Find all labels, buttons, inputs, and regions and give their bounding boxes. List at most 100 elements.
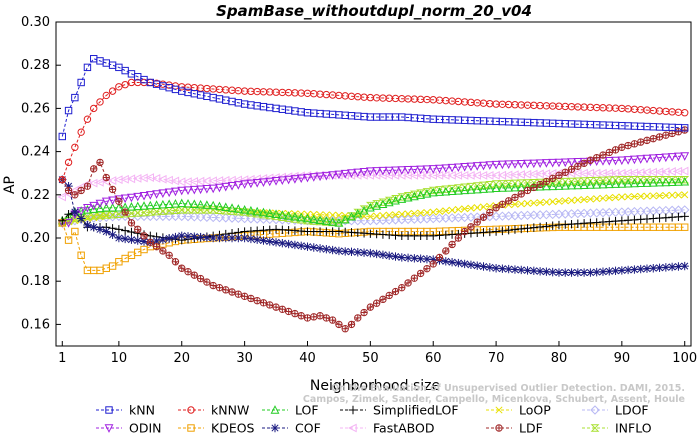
data-point	[347, 169, 356, 178]
data-point	[442, 207, 450, 215]
series-line-cof	[61, 179, 685, 274]
data-point	[592, 267, 601, 277]
data-point	[549, 198, 557, 206]
data-point	[120, 194, 130, 204]
data-point	[447, 186, 457, 196]
data-point	[379, 211, 387, 220]
data-point	[164, 234, 174, 243]
data-point	[259, 178, 268, 187]
data-point	[403, 214, 413, 225]
data-point	[252, 179, 262, 188]
y-tick-label: 0.16	[21, 317, 50, 332]
data-point	[624, 141, 632, 150]
data-point	[648, 154, 658, 163]
data-point	[347, 211, 356, 221]
data-point	[171, 187, 180, 197]
data-point	[291, 309, 299, 318]
data-point	[366, 248, 375, 258]
data-point	[58, 132, 66, 141]
data-point	[523, 266, 532, 275]
data-point	[372, 167, 382, 176]
data-point	[108, 262, 117, 270]
data-point	[435, 207, 444, 215]
data-point	[284, 211, 294, 220]
x-tick-label: 50	[362, 351, 379, 366]
data-point	[83, 63, 92, 72]
data-point	[334, 217, 344, 227]
data-point	[77, 186, 85, 195]
data-point	[592, 179, 602, 189]
data-point	[598, 267, 608, 276]
data-point	[674, 128, 683, 136]
data-point	[303, 173, 312, 183]
data-point	[453, 186, 463, 195]
data-point	[278, 238, 287, 248]
data-point	[429, 255, 438, 264]
y-tick-label: 0.30	[21, 15, 50, 30]
data-point	[599, 151, 607, 159]
data-point	[491, 227, 501, 236]
data-point	[221, 233, 230, 243]
data-point	[265, 177, 275, 187]
data-point	[259, 236, 268, 245]
data-point	[680, 176, 690, 186]
data-point	[190, 232, 199, 241]
data-point	[485, 183, 495, 193]
data-point	[233, 213, 244, 224]
data-point	[661, 177, 671, 187]
data-point	[354, 314, 362, 322]
axes: 1 10 20 30 40 50 60 70 80 90 100 0.16 0.18 0.20 0.22 0.…	[21, 15, 697, 366]
data-point	[598, 176, 608, 185]
data-point	[503, 211, 514, 221]
data-point	[183, 198, 193, 208]
data-point	[290, 240, 300, 250]
data-point	[561, 168, 569, 177]
data-point	[605, 194, 613, 202]
data-point	[329, 211, 337, 219]
data-point	[573, 208, 583, 219]
data-point	[120, 234, 130, 244]
data-point	[466, 260, 476, 269]
data-point	[542, 198, 550, 206]
legend-label: LoOP	[519, 403, 551, 418]
data-point	[265, 208, 275, 218]
data-point	[76, 207, 86, 216]
data-point	[335, 320, 343, 329]
data-point	[391, 166, 400, 176]
data-point	[296, 212, 306, 222]
data-point	[83, 115, 92, 123]
data-point	[655, 263, 664, 273]
data-point	[384, 197, 394, 207]
data-point	[624, 193, 632, 201]
data-point	[202, 185, 212, 194]
data-point	[208, 212, 218, 223]
data-point	[649, 192, 657, 200]
data-point	[623, 265, 633, 275]
data-point	[547, 209, 558, 220]
data-point	[341, 247, 350, 256]
x-tick-label: 40	[299, 351, 316, 366]
data-point	[83, 204, 92, 213]
data-point	[184, 267, 192, 276]
data-point	[101, 202, 111, 212]
data-point	[64, 158, 73, 167]
data-point	[359, 248, 369, 257]
y-tick-label: 0.18	[21, 274, 50, 289]
data-point	[491, 264, 501, 273]
legend-item-kdeos: KDEOS	[178, 421, 255, 434]
data-point	[90, 165, 98, 173]
legend-marker	[104, 424, 114, 433]
data-point	[108, 87, 117, 95]
citation-watermark-line-1: Campos, Zimek, Sander, Campello, Micenko…	[303, 394, 685, 405]
data-point	[328, 217, 338, 226]
data-point	[221, 182, 231, 192]
x-tick-label: 20	[173, 351, 190, 366]
data-point	[214, 212, 225, 223]
data-point	[422, 214, 432, 224]
data-point	[71, 191, 79, 199]
data-point	[366, 303, 375, 311]
data-point	[328, 316, 337, 324]
legend-item-cof: COF	[262, 421, 321, 434]
data-point	[146, 238, 155, 247]
data-point	[579, 268, 589, 277]
